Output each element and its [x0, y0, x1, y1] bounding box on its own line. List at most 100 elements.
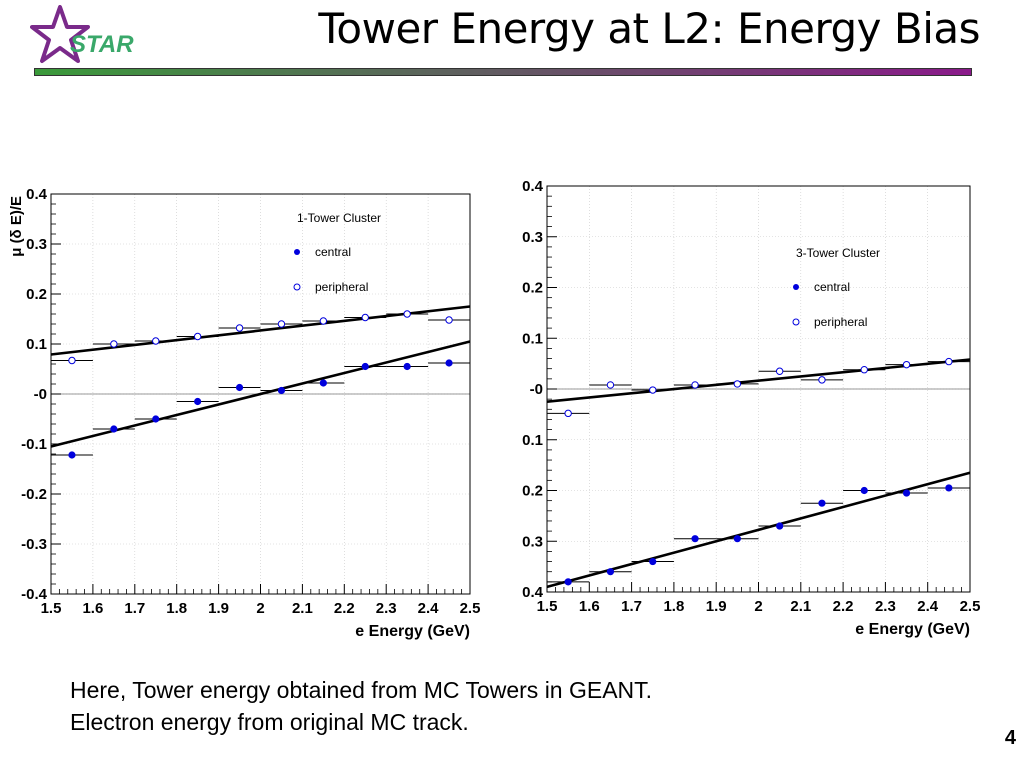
- page-number: 4: [1004, 727, 1016, 749]
- chart-1-point-central: [445, 359, 453, 367]
- chart-2-point-peripheral: [649, 386, 657, 394]
- chart-2-x-tick-label: 2.3: [875, 598, 896, 615]
- chart-2-point-peripheral: [818, 376, 826, 384]
- chart-2-point-peripheral: [564, 409, 572, 418]
- chart-1-point-peripheral: [277, 320, 286, 328]
- chart-1-point-central: [319, 379, 327, 387]
- chart-1-y-tick-label: 0.3: [26, 236, 47, 253]
- chart-1-x-tick-label: 2.4: [418, 600, 440, 617]
- chart-2-x-tick-label: 2.2: [833, 598, 854, 615]
- chart-1-x-tick-label: 1.6: [82, 600, 103, 617]
- chart-2-point-central: [564, 578, 572, 586]
- chart-2-legend-label-central: central: [814, 280, 850, 294]
- chart-2-x-tick-label: 1.9: [706, 598, 727, 615]
- chart-1-y-tick-label: -0.2: [21, 486, 47, 503]
- chart-1-x-tick-label: 2: [256, 600, 264, 617]
- chart-2-point-peripheral: [733, 380, 742, 388]
- chart-1-x-tick-label: 1.9: [208, 600, 229, 617]
- chart-2-point-peripheral: [902, 360, 911, 369]
- chart-1-tower-cluster: 1.5 1.6 1.7 1.8 1.9 2 2.1 2.2 2.3 2.4 2.5 0.4 0.3 0.2…: [8, 178, 490, 650]
- chart-2-x-tick-label: 1.6: [579, 598, 600, 615]
- chart-2-point-peripheral: [945, 357, 953, 366]
- chart-2-x-tick-label: 2: [754, 598, 762, 615]
- chart-2-point-peripheral: [691, 381, 699, 389]
- chart-2-legend-title: 3-Tower Cluster: [796, 246, 880, 260]
- chart-2-x-tick-label: 1.8: [663, 598, 684, 615]
- chart-1-point-peripheral: [403, 310, 411, 318]
- chart-2-y-tick-label: 0.4: [522, 178, 544, 195]
- chart-1-y-tick-label: 0.1: [26, 336, 47, 353]
- chart-2-point-central: [945, 484, 953, 492]
- chart-1-y-tick-label: 0.2: [26, 286, 47, 303]
- chart-2-y-tick-label: 0.3: [522, 533, 543, 550]
- chart-2-x-tick-label: 2.4: [917, 598, 939, 615]
- chart-1-legend-marker-peripheral: [293, 283, 301, 291]
- chart-2-legend-label-peripheral: peripheral: [814, 315, 867, 329]
- chart-2-x-tick-label: 2.1: [790, 598, 811, 615]
- chart-2-y-tick-label: 0.2: [522, 483, 543, 500]
- chart-2-point-peripheral: [775, 367, 784, 375]
- chart-1-x-tick-label: 1.5: [41, 600, 62, 617]
- chart-2-fit-line-peripheral: [546, 358, 971, 403]
- chart-2-y-tick-label: 0.2: [522, 280, 543, 297]
- chart-2-point-central: [902, 489, 911, 497]
- chart-2-point-central: [860, 486, 868, 495]
- chart-1-point-central: [110, 425, 118, 433]
- chart-1-point-peripheral: [110, 340, 118, 348]
- chart-1-y-tick-label: -0.1: [21, 436, 47, 453]
- chart-1-point-peripheral: [319, 317, 328, 325]
- caption-line-1: Here, Tower energy obtained from MC Towe…: [70, 677, 653, 703]
- chart-2-y-tick-label: -0: [530, 381, 543, 398]
- chart-1-legend-label-peripheral: peripheral: [315, 280, 368, 294]
- chart-2-y-tick-label: 0.1: [522, 432, 543, 449]
- chart-1-point-peripheral: [193, 332, 202, 341]
- chart-1-y-tick-label: -0: [34, 386, 47, 403]
- chart-1-point-central: [152, 415, 160, 423]
- star-logo-star-icon: [30, 5, 90, 63]
- chart-1-y-tick-label: 0.4: [26, 186, 48, 203]
- chart-1-x-tick-label: 1.8: [166, 600, 187, 617]
- chart-1-x-tick-label: 1.7: [124, 600, 145, 617]
- star-logo-text: STAR: [70, 31, 134, 58]
- chart-2-point-central: [733, 535, 741, 543]
- chart-1-x-axis-title: e Energy (GeV): [355, 623, 470, 640]
- caption-line-2: Electron energy from original MC track.: [70, 709, 469, 735]
- chart-2-fit-line-central: [546, 471, 971, 589]
- chart-2-point-peripheral: [606, 381, 615, 389]
- chart-1-x-tick-label: 2.1: [292, 600, 313, 617]
- chart-2-legend-marker-peripheral: [792, 318, 800, 326]
- chart-1-point-peripheral: [235, 324, 244, 332]
- chart-2-point-central: [649, 557, 657, 566]
- chart-1-point-central: [361, 362, 369, 371]
- chart-1-legend-marker-central: [294, 249, 300, 255]
- chart-2-y-tick-label: 0.4: [522, 584, 544, 601]
- chart-1-y-tick-label: -0.4: [21, 586, 48, 603]
- chart-1-legend-label-central: central: [315, 245, 351, 259]
- chart-1-x-tick-label: 2.3: [376, 600, 397, 617]
- chart-2-point-central: [776, 522, 784, 530]
- chart-1-x-tick-label: 2.5: [460, 600, 481, 617]
- chart-1-point-peripheral: [152, 337, 160, 345]
- chart-2-point-central: [691, 535, 699, 543]
- chart-2-y-tick-label: 0.3: [522, 229, 543, 246]
- chart-2-y-tick-label: 0.1: [522, 330, 543, 347]
- chart-1-point-central: [68, 451, 76, 459]
- chart-1-point-peripheral: [361, 313, 369, 322]
- chart-1-legend-title: 1-Tower Cluster: [297, 211, 381, 225]
- chart-2-point-peripheral: [860, 366, 868, 374]
- chart-3-tower-cluster: 1.5 1.6 1.7 1.8 1.9 2 2.1 2.2 2.3 2.4 2.5 0.4 0.3 0.2…: [516, 170, 1000, 650]
- chart-1-y-axis-title: μ (δ E)/E: [8, 196, 25, 257]
- chart-2-point-central: [818, 499, 826, 507]
- chart-1-point-central: [277, 386, 286, 395]
- chart-2-point-central: [606, 568, 615, 576]
- chart-2-x-axis-title: e Energy (GeV): [855, 621, 970, 638]
- chart-1-point-peripheral: [445, 316, 453, 324]
- chart-2-legend-marker-central: [793, 284, 799, 290]
- chart-2-x-tick-label: 2.5: [960, 598, 981, 615]
- slide-title: Tower Energy at L2: Energy Bias: [318, 4, 980, 53]
- chart-1-x-tick-label: 2.2: [334, 600, 355, 617]
- chart-2-x-tick-label: 1.7: [621, 598, 642, 615]
- chart-2-x-tick-label: 1.5: [537, 598, 558, 615]
- chart-1-point-central: [235, 383, 244, 392]
- star-logo: STAR: [30, 5, 134, 63]
